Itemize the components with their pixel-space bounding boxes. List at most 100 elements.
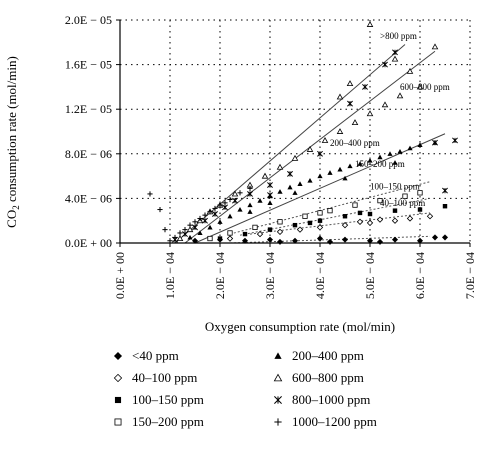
data-point [247,202,253,208]
x-axis-title: Oxygen consumption rate (mol/min) [205,319,395,334]
data-point [276,238,284,245]
data-point [407,145,413,151]
y-axis-title-subscript: 2 [11,205,21,210]
data-point [182,231,188,238]
data-point [266,236,274,243]
data-point [342,214,348,219]
legend-label: 40–100 ppm [132,370,197,385]
legend-label: 800–1000 ppm [292,392,370,407]
x-tick-label: 7.0E − 04 [463,252,477,299]
data-point [357,210,363,216]
trend-line [229,181,431,235]
legend-label: <40 ppm [132,348,179,363]
data-point [277,219,283,225]
data-point [247,185,253,191]
data-point [381,101,389,108]
data-point [257,198,263,203]
data-point [366,219,374,227]
data-point [222,200,228,206]
legend-marker [114,396,122,404]
y-tick-label: 1.6E − 05 [65,58,112,72]
legend-marker [274,396,282,404]
data-point [382,61,388,68]
data-point [391,236,399,243]
data-point [336,128,344,134]
data-point [186,226,194,233]
data-point [172,234,178,241]
data-point [147,191,153,197]
data-point [321,136,329,143]
data-point [316,235,324,242]
data-point [351,119,359,126]
x-tick-label: 6.0E − 04 [413,252,427,299]
data-point [416,83,424,90]
data-point [162,227,168,233]
legend-label: 150–200 ppm [132,414,204,429]
data-point [192,219,198,225]
x-tick-label: 2.0E − 04 [213,252,227,299]
data-point [226,235,234,242]
data-point [227,230,233,236]
data-point [392,160,398,165]
data-point [336,93,344,100]
data-point [252,224,258,230]
y-axis-title-part: consumption rate (mol/min) [4,56,19,205]
data-point [212,205,218,212]
data-point [247,209,253,214]
data-point [357,161,363,166]
data-point [341,221,349,229]
data-point [207,224,213,230]
data-point [287,170,293,177]
data-point [317,173,323,179]
legend-item: 600–800 ppm [273,370,364,385]
legend-label: 1000–1200 ppm [292,414,377,429]
legend-marker [273,373,283,382]
data-point [302,213,308,219]
trend-line [174,44,406,244]
data-point [431,234,439,241]
data-point [346,80,354,87]
data-point [217,236,223,241]
y-tick-label: 2.0E − 05 [65,13,112,27]
data-point [227,213,233,219]
data-point [197,215,203,222]
legend-marker [274,418,282,426]
data-point [182,227,188,233]
legend-item: 1000–1200 ppm [274,414,377,429]
data-point [387,151,393,156]
data-point [316,224,324,231]
data-point [342,175,348,181]
legend-item: 200–400 ppm [274,348,364,363]
data-point [292,222,298,228]
data-point [347,163,353,169]
data-point [377,154,383,160]
data-point [441,234,449,241]
legend-item: <40 ppm [113,348,179,363]
data-point [187,234,193,240]
data-point [377,198,383,204]
series-annotation: 200–400 ppm [330,138,380,148]
data-point [402,193,408,199]
data-point [222,204,228,211]
data-points [147,21,458,245]
data-point [341,236,349,243]
y-axis-title-part: CO [4,210,19,228]
data-point [202,217,208,224]
data-point [291,154,299,161]
data-point [327,170,333,175]
legend-marker [274,352,282,359]
data-point [426,213,434,220]
data-point [276,228,284,236]
data-point [391,55,399,62]
legend-item: 150–200 ppm [114,414,204,429]
data-point [212,211,218,217]
data-point [292,190,298,195]
x-tick-label: 0.0E + 00 [113,252,127,299]
data-point [366,21,374,27]
data-point [267,192,273,199]
y-tick-label: 8.0E − 06 [65,147,112,161]
data-point [376,216,384,223]
data-point [317,150,323,157]
data-point [261,172,269,179]
